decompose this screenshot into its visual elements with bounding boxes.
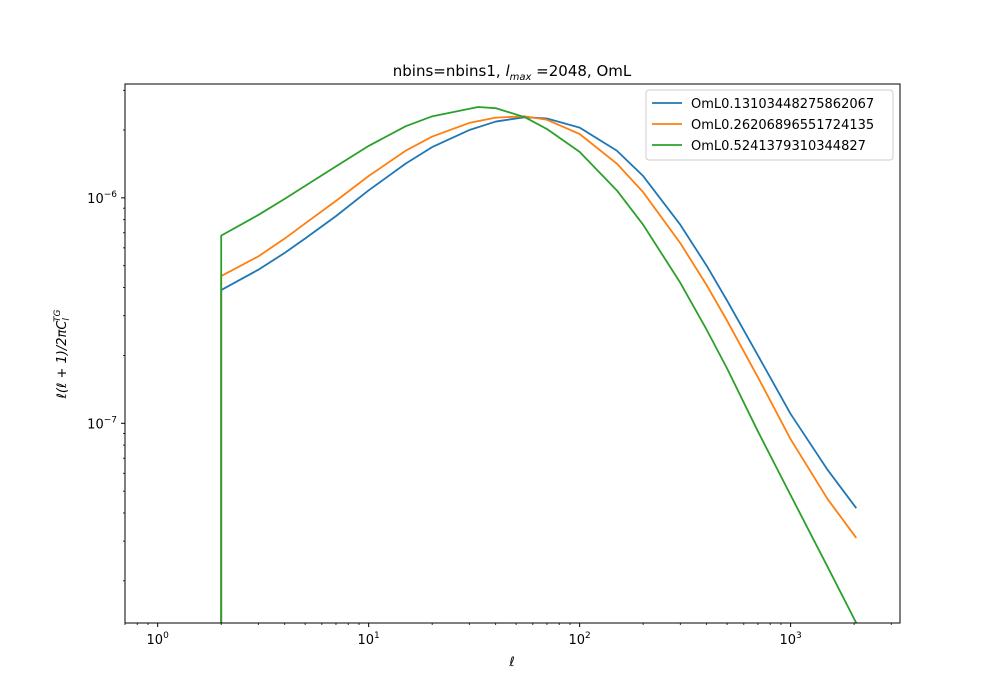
series-layer [220,106,858,623]
x-axis-label: ℓ [508,655,514,670]
plot-area [124,83,901,624]
x-tick-label: 100 [147,631,170,648]
legend-label-2: OmL0.26206896551724135 [691,118,874,133]
x-tick-label: 102 [568,631,590,648]
legend-box [645,89,894,161]
plot-frame [124,83,901,624]
x-tick-label: 103 [779,631,801,648]
chart-title: nbins=nbins1, lmax =2048, OmL [393,62,632,83]
legend-label-1: OmL0.13103448275862067 [691,97,874,112]
legend-label-3: OmL0.5241379310344827 [691,139,866,154]
legend: OmL0.13103448275862067 OmL0.2620689655172… [645,89,894,161]
x-axis: 100 101 102 103 [124,623,892,648]
y-tick-label: 10−6 [87,190,117,207]
y-axis-label: ℓ(ℓ + 1)/2πClTG [53,310,72,400]
x-tick-label: 101 [358,631,380,648]
y-tick-label: 10−7 [87,415,117,432]
series-line-3 [220,106,858,623]
y-axis: 10−7 10−6 [87,89,125,582]
